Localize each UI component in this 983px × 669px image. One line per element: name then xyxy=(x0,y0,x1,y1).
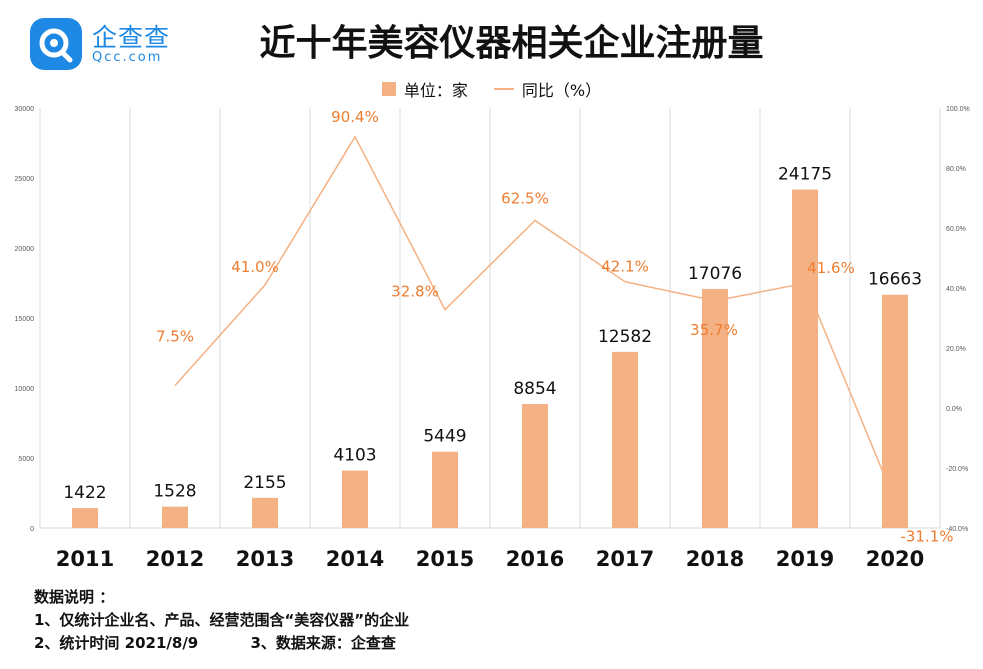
bar-value-label: 4103 xyxy=(333,446,376,466)
chart-title: 近十年美容仪器相关企业注册量 xyxy=(259,23,764,64)
chart-legend: 单位：家 同比（%） xyxy=(0,77,983,101)
growth-value-label: 62.5% xyxy=(501,190,549,208)
qcc-logo: 企查查 Qcc.com xyxy=(28,16,188,72)
x-tick-label: 2019 xyxy=(776,547,834,571)
data-notes: 数据说明 ： 1、仅统计企业名、产品、经营范围含“美容仪器”的企业 2、统计时间… xyxy=(34,586,409,655)
logo-url: Qcc.com xyxy=(92,50,163,65)
y-right-tick-label: 40.0% xyxy=(946,286,966,293)
growth-value-label: -31.1% xyxy=(900,527,953,545)
x-tick-label: 2012 xyxy=(146,547,204,571)
bar xyxy=(792,189,818,529)
growth-value-label: 42.1% xyxy=(601,258,649,276)
x-tick-label: 2013 xyxy=(236,547,294,571)
bar-value-label: 16663 xyxy=(868,270,922,290)
y-left-tick-label: 25000 xyxy=(15,176,35,183)
bar-value-label: 24175 xyxy=(778,165,832,185)
notes-heading: 数据说明 ： xyxy=(34,588,115,606)
bar xyxy=(432,451,458,528)
logo-name: 企查查 xyxy=(92,23,171,52)
bar xyxy=(612,351,638,528)
growth-value-label: 32.8% xyxy=(391,283,439,301)
x-tick-label: 2018 xyxy=(686,547,744,571)
bar xyxy=(72,508,98,528)
y-right-tick-label: 0.0% xyxy=(946,406,962,413)
bar-value-label: 1528 xyxy=(153,482,196,502)
growth-value-label: 7.5% xyxy=(156,328,194,346)
legend-bar-label: 单位：家 xyxy=(403,81,468,100)
bar-value-label: 8854 xyxy=(513,379,556,399)
y-left-tick-label: 20000 xyxy=(15,246,35,253)
qcc-logo-icon xyxy=(30,18,82,70)
y-right-tick-label: -20.0% xyxy=(946,466,968,473)
bar xyxy=(342,470,368,528)
bar xyxy=(702,288,728,528)
growth-value-label: 41.6% xyxy=(807,259,855,277)
y-right-tick-label: 20.0% xyxy=(946,346,966,353)
y-right-tick-label: 100.0% xyxy=(946,106,970,113)
bar xyxy=(522,404,548,528)
x-tick-label: 2011 xyxy=(56,547,114,571)
y-left-tick-label: 30000 xyxy=(15,106,35,113)
y-left-tick-label: 5000 xyxy=(18,456,34,463)
bar-value-label: 17076 xyxy=(688,264,742,284)
y-right-tick-label: -40.0% xyxy=(946,526,968,533)
legend-line-swatch xyxy=(493,88,514,90)
y-left-tick-label: 0 xyxy=(30,526,34,533)
x-tick-label: 2016 xyxy=(506,547,564,571)
bar xyxy=(252,497,278,528)
x-tick-label: 2017 xyxy=(596,547,654,571)
bar-value-label: 12582 xyxy=(598,327,652,347)
x-tick-label: 2015 xyxy=(416,547,474,571)
x-tick-label: 2020 xyxy=(866,547,924,571)
growth-value-label: 35.7% xyxy=(690,321,738,339)
y-left-tick-label: 10000 xyxy=(15,386,35,393)
bar-value-label: 1422 xyxy=(63,483,106,503)
bar xyxy=(882,294,908,528)
notes-line-2: 2、统计时间 2021/8/9 3、数据来源：企查查 xyxy=(34,634,396,652)
y-left-tick-label: 15000 xyxy=(15,316,35,323)
y-right-tick-label: 80.0% xyxy=(946,166,966,173)
growth-line xyxy=(174,135,896,502)
growth-value-label: 41.0% xyxy=(231,258,279,276)
y-right-tick-label: 60.0% xyxy=(946,226,966,233)
bar-value-label: 2155 xyxy=(243,473,286,493)
bar xyxy=(162,506,188,528)
notes-line-1: 1、仅统计企业名、产品、经营范围含“美容仪器”的企业 xyxy=(34,611,410,629)
bar-value-label: 5449 xyxy=(423,427,466,447)
x-tick-label: 2014 xyxy=(326,547,384,571)
legend-line-label: 同比（%） xyxy=(521,81,602,100)
legend-bar-swatch xyxy=(381,82,396,96)
growth-value-label: 90.4% xyxy=(331,108,379,126)
